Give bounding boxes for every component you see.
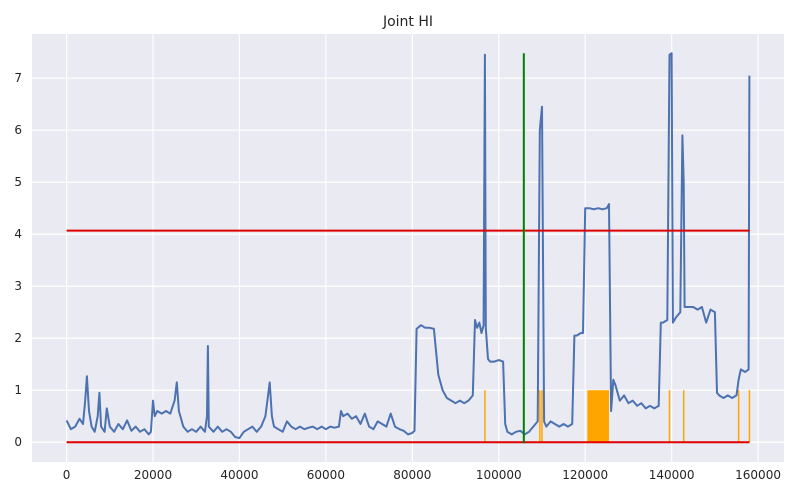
x-axis: 0 20000 40000 60000 80000 100000 120000 140000 1… bbox=[63, 468, 781, 482]
y-tick-label: 1 bbox=[14, 383, 22, 397]
x-tick-label: 120000 bbox=[562, 468, 608, 482]
chart-title: Joint HI bbox=[382, 14, 433, 30]
anomaly-block bbox=[587, 390, 609, 443]
y-tick-label: 3 bbox=[14, 279, 22, 293]
y-axis: 0 1 2 3 4 5 6 7 bbox=[14, 71, 22, 449]
x-tick-label: 0 bbox=[63, 468, 71, 482]
x-tick-label: 160000 bbox=[735, 468, 781, 482]
y-tick-label: 6 bbox=[14, 123, 22, 137]
y-tick-label: 7 bbox=[14, 71, 22, 85]
y-tick-label: 5 bbox=[14, 175, 22, 189]
x-tick-label: 20000 bbox=[134, 468, 172, 482]
x-tick-label: 40000 bbox=[220, 468, 258, 482]
x-tick-label: 140000 bbox=[649, 468, 695, 482]
y-tick-label: 4 bbox=[14, 227, 22, 241]
x-tick-label: 80000 bbox=[393, 468, 431, 482]
x-tick-label: 60000 bbox=[307, 468, 345, 482]
y-tick-label: 0 bbox=[14, 435, 22, 449]
x-tick-label: 100000 bbox=[476, 468, 522, 482]
hi-series-line bbox=[65, 52, 751, 440]
series-layer bbox=[65, 52, 751, 444]
y-tick-label: 2 bbox=[14, 331, 22, 345]
